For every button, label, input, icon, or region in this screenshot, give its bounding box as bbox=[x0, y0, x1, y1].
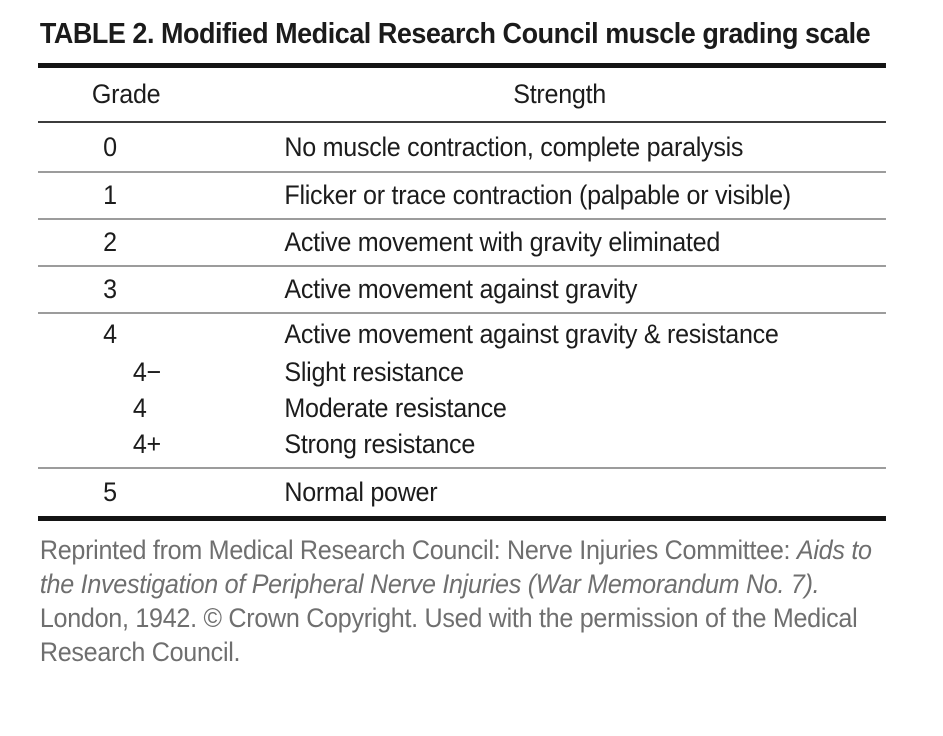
table-subrow-grade-4-minus: 4− Slight resistance bbox=[38, 354, 886, 390]
footnote: Reprinted from Medical Research Council:… bbox=[40, 533, 886, 669]
grade-cell: 0 bbox=[103, 131, 117, 162]
grade-column-header: Grade bbox=[91, 79, 161, 109]
grade-cell: 2 bbox=[103, 227, 117, 257]
strength-cell: Active movement with gravity eliminated bbox=[284, 227, 721, 257]
table-row-grade-2: 2 Active movement with gravity eliminate… bbox=[38, 220, 886, 267]
table-subrow-grade-4-plus: 4+ Strong resistance bbox=[38, 426, 886, 462]
grade-cell: 3 bbox=[103, 274, 117, 304]
strength-cell: Normal power bbox=[284, 477, 438, 507]
table-row-grade-3: 3 Active movement against gravity bbox=[38, 267, 886, 314]
strength-cell: Active movement against gravity bbox=[284, 274, 638, 304]
table-row-grade-4: 4 Active movement against gravity & resi… bbox=[38, 314, 886, 354]
strength-column-header: Strength bbox=[513, 79, 606, 109]
table-row-grade-4-group: 4 Active movement against gravity & resi… bbox=[38, 314, 886, 469]
figure-content: TABLE 2. Modified Medical Research Counc… bbox=[38, 16, 886, 696]
table-row-grade-1: 1 Flicker or trace contraction (palpable… bbox=[38, 173, 886, 220]
footnote-suffix: London, 1942. © Crown Copyright. Used wi… bbox=[39, 603, 858, 667]
table-title: TABLE 2. Modified Medical Research Counc… bbox=[39, 18, 871, 50]
strength-cell: Active movement against gravity & resist… bbox=[284, 318, 779, 349]
table-row-grade-5: 5 Normal power bbox=[38, 469, 886, 516]
subgrade-cell: 4 bbox=[132, 392, 147, 423]
grade-cell: 1 bbox=[103, 180, 117, 210]
muscle-grading-table: Grade Strength 0 No muscle contraction, … bbox=[38, 63, 886, 521]
subgrade-cell: 4+ bbox=[132, 428, 161, 459]
table-header-row: Grade Strength bbox=[38, 68, 886, 123]
footnote-prefix: Reprinted from Medical Research Council:… bbox=[39, 535, 797, 565]
grade-cell: 5 bbox=[103, 477, 117, 507]
strength-cell: Moderate resistance bbox=[284, 392, 507, 423]
grade-cell: 4 bbox=[103, 318, 117, 349]
strength-cell: Strong resistance bbox=[284, 428, 476, 459]
table-row-grade-0: 0 No muscle contraction, complete paraly… bbox=[38, 123, 886, 173]
strength-cell: Flicker or trace contraction (palpable o… bbox=[284, 180, 791, 210]
footnote-source-title: Aids to the Investigation of Peripheral … bbox=[39, 535, 872, 599]
strength-cell: No muscle contraction, complete paralysi… bbox=[284, 131, 744, 162]
subgrade-cell: 4− bbox=[132, 356, 161, 387]
strength-cell: Slight resistance bbox=[284, 356, 464, 387]
table-subrow-grade-4: 4 Moderate resistance bbox=[38, 390, 886, 426]
